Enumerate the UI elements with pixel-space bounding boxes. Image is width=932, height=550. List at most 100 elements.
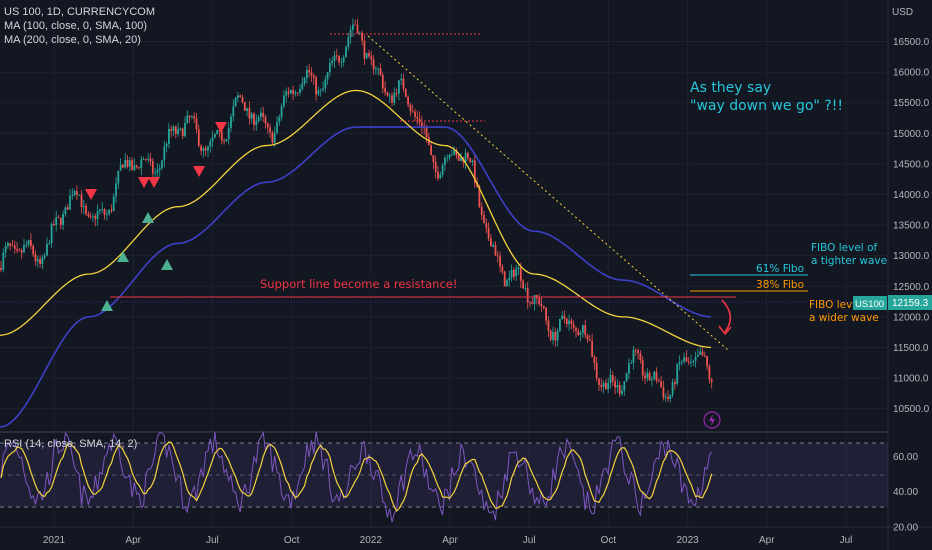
ma100-legend[interactable]: MA (100, close, 0, SMA, 100) [4, 20, 148, 32]
candle-body [78, 194, 81, 196]
candle-body [363, 40, 366, 59]
tighter-wave-line-1: FIBO level of [811, 242, 877, 254]
candle-body [310, 72, 313, 76]
candle-body [473, 160, 476, 183]
candle-body [393, 93, 396, 103]
candle-body [308, 69, 311, 73]
candle-body [676, 364, 679, 384]
price-tick-label: 15500.0 [893, 98, 930, 109]
candle-body [453, 150, 455, 155]
rsi-tick-label: 60.00 [893, 452, 918, 463]
candle-body [128, 160, 131, 167]
candle-body [517, 267, 520, 269]
candle-body [662, 387, 665, 398]
candle-body [469, 158, 472, 163]
candle-body [538, 298, 541, 304]
time-axis[interactable]: 2021 Apr Jul Oct 2022 Apr Jul Oct 2023 Apr Jul [43, 535, 853, 546]
time-tick-label: Apr [759, 535, 775, 546]
candle-body [64, 207, 67, 215]
candle-body [151, 161, 154, 174]
candle-body [69, 195, 71, 210]
candle-body [48, 243, 51, 244]
candle-body [140, 159, 143, 168]
candle-body [2, 252, 5, 270]
candle-body [101, 209, 104, 210]
candle-body [653, 371, 656, 379]
candle-body [110, 209, 113, 211]
candle-body [503, 271, 506, 287]
buy-marker [161, 259, 173, 270]
candle-body [692, 360, 695, 362]
ma200-legend[interactable]: MA (200, close, 0, SMA, 20) [4, 34, 141, 46]
candle-body [365, 53, 368, 59]
candle-body [126, 159, 129, 167]
candle-body [329, 63, 331, 73]
candle-body [340, 62, 343, 63]
candle-body [46, 243, 48, 256]
candle-body [559, 319, 561, 331]
candle-body [27, 240, 30, 245]
candle-body [184, 123, 186, 137]
candle-body [36, 259, 39, 262]
candle-body [108, 209, 110, 214]
candle-body [177, 128, 179, 134]
rsi-axis[interactable]: 60.00 40.00 20.00 [893, 452, 918, 534]
candle-body [398, 80, 400, 94]
reversal-arrow [721, 299, 732, 333]
candle-body [119, 164, 122, 171]
candle-body [280, 106, 283, 118]
headline-line-2: "way down we go" ?!! [690, 98, 843, 114]
candle-body [404, 88, 407, 97]
candle-body [660, 381, 662, 388]
candle-body [135, 165, 138, 168]
candle-body [179, 128, 182, 130]
candle-body [260, 112, 262, 118]
candle-body [395, 93, 398, 94]
candle-body [241, 96, 244, 103]
candle-body [283, 95, 285, 107]
candle-body [264, 116, 267, 124]
lightning-icon[interactable] [703, 411, 721, 429]
time-tick-label: Jul [840, 535, 853, 546]
candle-body [312, 75, 315, 78]
rsi-legend[interactable]: RSI (14, close, SMA, 14, 2) [4, 438, 138, 450]
candle-body [533, 295, 536, 304]
price-tick-label: 12000.0 [893, 312, 930, 323]
price-tick-label: 16500.0 [893, 37, 930, 48]
candle-body [611, 375, 614, 382]
candle-body [651, 378, 653, 381]
candle-body [667, 396, 669, 399]
candle-body [158, 167, 161, 170]
price-tick-label: 11000.0 [893, 374, 929, 385]
ma200-line [0, 126, 712, 428]
candle-body [478, 186, 481, 207]
candle-body [246, 108, 248, 111]
candle-body [602, 383, 605, 387]
sell-marker [215, 122, 227, 133]
candle-body [471, 160, 474, 163]
candle-body [80, 194, 83, 208]
candle-body [529, 302, 531, 304]
candle-body [657, 380, 660, 382]
candle-body [561, 315, 564, 320]
candle-body [347, 37, 350, 48]
price-tick-label: 15000.0 [893, 129, 930, 140]
candle-body [694, 356, 697, 361]
candle-body [669, 394, 672, 399]
symbol-title[interactable]: US 100, 1D, CURRENCYCOM [4, 6, 155, 18]
candle-body [237, 95, 239, 99]
candle-body [202, 148, 205, 151]
candle-body [39, 259, 41, 265]
candle-body [299, 88, 301, 93]
candle-body [637, 350, 639, 354]
candle-body [381, 74, 384, 89]
candle-body [588, 339, 591, 341]
candle-body [170, 129, 173, 131]
candle-body [105, 213, 108, 215]
candle-body [685, 357, 688, 362]
drawings [0, 33, 888, 351]
candle-body [609, 375, 612, 384]
candle-body [117, 170, 120, 184]
price-axis[interactable]: USD 16500.0 16000.0 15500.0 15000.0 14500.0 1… [892, 7, 930, 415]
